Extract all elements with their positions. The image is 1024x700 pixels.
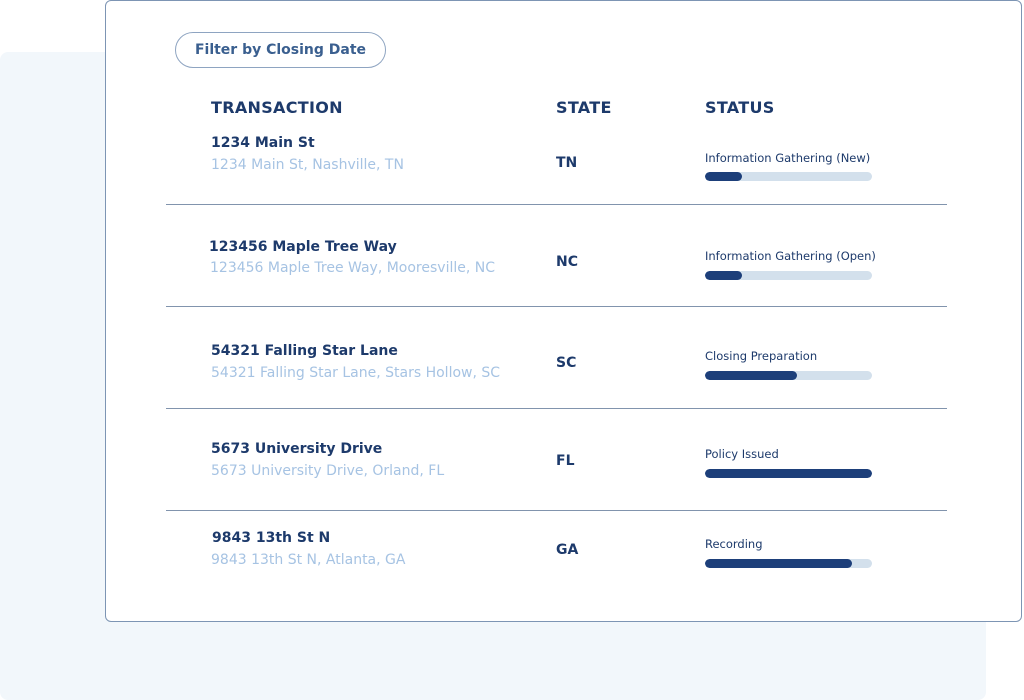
state-cell: NC bbox=[556, 254, 578, 270]
status-progress-fill bbox=[705, 271, 742, 280]
transaction-address: 5673 University Drive, Orland, FL bbox=[211, 463, 445, 479]
state-cell: TN bbox=[556, 155, 578, 171]
transaction-title[interactable]: 123456 Maple Tree Way bbox=[209, 239, 397, 255]
state-cell: SC bbox=[556, 355, 577, 371]
status-label: Closing Preparation bbox=[705, 349, 818, 363]
table-row[interactable]: 9843 13th St N 9843 13th St N, Atlanta, … bbox=[166, 521, 947, 621]
row-divider bbox=[166, 204, 947, 205]
table-row[interactable]: 54321 Falling Star Lane 54321 Falling St… bbox=[166, 323, 947, 423]
transaction-address: 123456 Maple Tree Way, Mooresville, NC bbox=[210, 260, 496, 276]
transaction-title[interactable]: 1234 Main St bbox=[211, 135, 315, 151]
state-cell: GA bbox=[556, 542, 579, 558]
row-divider bbox=[166, 306, 947, 307]
transaction-title[interactable]: 5673 University Drive bbox=[211, 441, 383, 457]
transactions-panel: Filter by Closing Date TRANSACTION STATE… bbox=[105, 0, 1022, 622]
status-label: Information Gathering (Open) bbox=[705, 249, 876, 263]
status-progress-bar bbox=[705, 371, 872, 380]
status-label: Policy Issued bbox=[705, 447, 779, 461]
status-progress-bar bbox=[705, 559, 872, 568]
status-progress-bar bbox=[705, 469, 872, 478]
status-progress-bar bbox=[705, 172, 872, 181]
state-cell: FL bbox=[556, 453, 575, 469]
transaction-address: 54321 Falling Star Lane, Stars Hollow, S… bbox=[211, 365, 501, 381]
table-row[interactable]: 123456 Maple Tree Way 123456 Maple Tree … bbox=[166, 223, 947, 323]
status-progress-fill bbox=[705, 172, 742, 181]
status-progress-fill bbox=[705, 371, 797, 380]
status-progress-fill bbox=[705, 469, 872, 478]
column-header-transaction[interactable]: TRANSACTION bbox=[211, 98, 343, 117]
transaction-title[interactable]: 9843 13th St N bbox=[212, 530, 331, 546]
column-header-status[interactable]: STATUS bbox=[705, 98, 775, 117]
filter-by-closing-date-button[interactable]: Filter by Closing Date bbox=[175, 32, 386, 68]
transaction-address: 9843 13th St N, Atlanta, GA bbox=[211, 552, 406, 568]
table-row[interactable]: 1234 Main St 1234 Main St, Nashville, TN… bbox=[166, 121, 947, 221]
row-divider bbox=[166, 408, 947, 409]
column-header-state[interactable]: STATE bbox=[556, 98, 612, 117]
transaction-address: 1234 Main St, Nashville, TN bbox=[211, 157, 404, 173]
row-divider bbox=[166, 510, 947, 511]
table-row[interactable]: 5673 University Drive 5673 University Dr… bbox=[166, 425, 947, 525]
status-label: Information Gathering (New) bbox=[705, 151, 871, 165]
status-progress-fill bbox=[705, 559, 852, 568]
status-label: Recording bbox=[705, 537, 763, 551]
status-progress-bar bbox=[705, 271, 872, 280]
transaction-title[interactable]: 54321 Falling Star Lane bbox=[211, 343, 398, 359]
